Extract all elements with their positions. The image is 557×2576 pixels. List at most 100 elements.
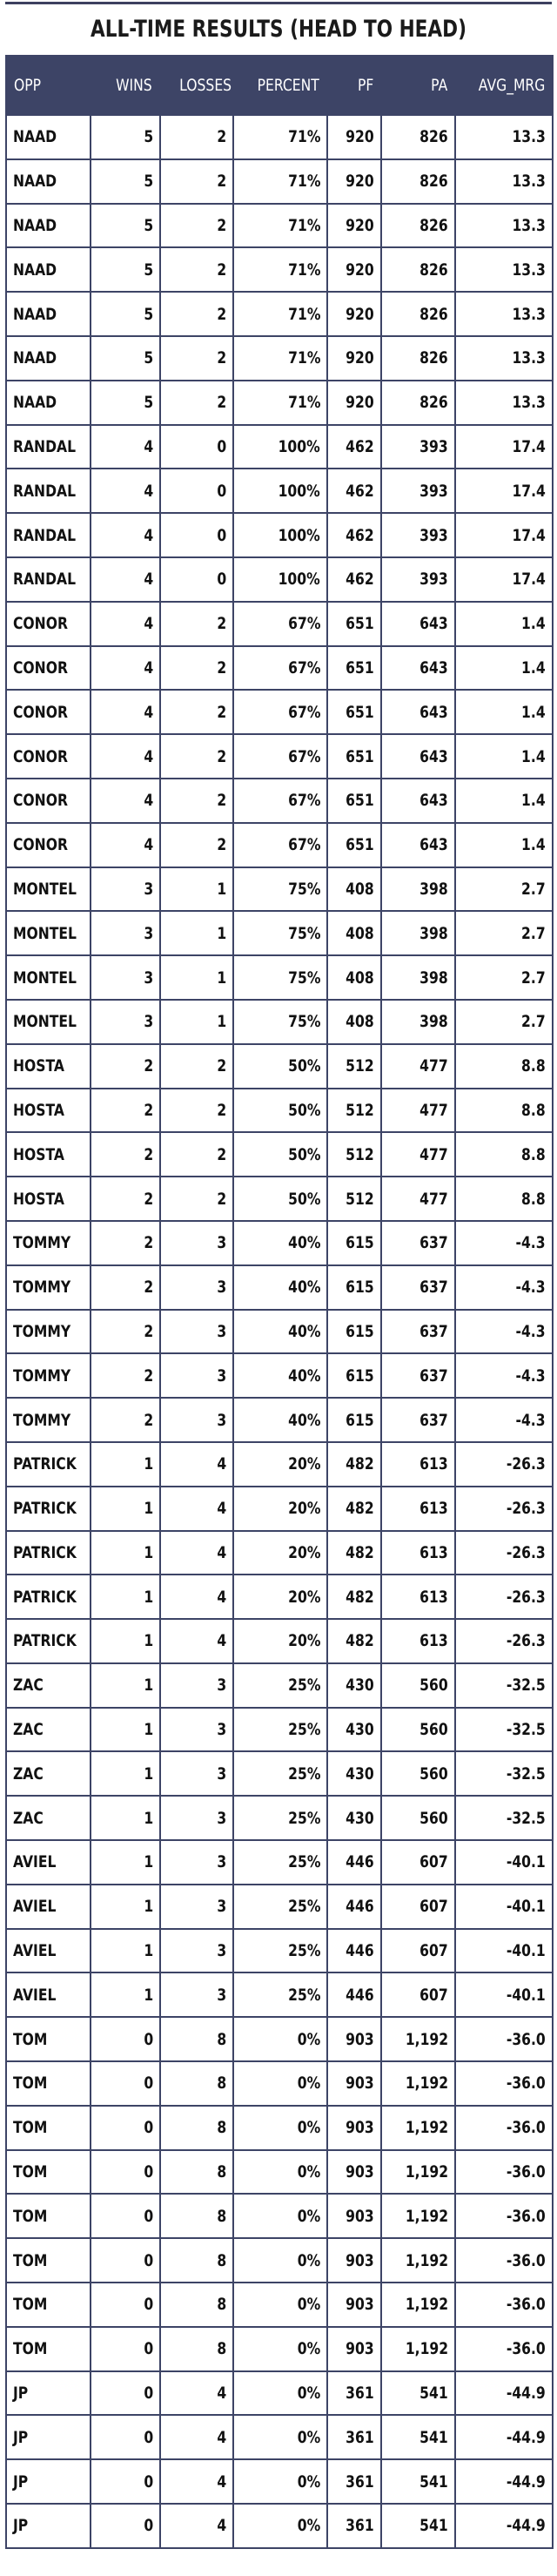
opp-cell: PATRICK [5,1618,91,1664]
table-row: AVIEL 1 3 25% 446 607 -40.1 [5,1839,554,1885]
pf-cell: 903 [326,2148,382,2195]
wins-cell: 2 [90,1352,161,1399]
losses-cell: 8 [159,2193,234,2240]
pf-cell: 903 [326,2016,382,2063]
avg-mrg-cell: 2.7 [454,954,554,1001]
pf-cell: 361 [326,2414,382,2461]
table-row: RANDAL 4 0 100% 462 393 17.4 [5,423,554,470]
pa-cell: 643 [380,777,456,824]
pa-cell: 613 [380,1574,456,1621]
pf-cell: 482 [326,1440,382,1487]
percent-cell: 20% [232,1574,328,1621]
wins-cell: 0 [90,2458,161,2505]
avg-mrg-cell: 13.3 [454,158,554,205]
pf-cell: 361 [326,2458,382,2505]
pa-cell: 477 [380,1042,456,1089]
percent-cell: 67% [232,821,328,868]
losses-cell: 2 [159,600,234,647]
avg-mrg-cell: -36.0 [454,2325,554,2372]
pf-cell: 512 [326,1087,382,1134]
pa-cell: 541 [380,2414,456,2461]
percent-cell: 100% [232,512,328,558]
avg-mrg-cell: 17.4 [454,423,554,470]
losses-cell: 3 [159,1264,234,1311]
losses-cell: 2 [159,1042,234,1089]
percent-cell: 0% [232,2060,328,2107]
opp-cell: CONOR [5,733,91,779]
opp-cell: NAAD [5,114,91,160]
losses-cell: 3 [159,1927,234,1974]
avg-mrg-cell: 2.7 [454,910,554,957]
wins-cell: 1 [90,1927,161,1974]
pf-cell: 446 [326,1839,382,1885]
losses-cell: 3 [159,1795,234,1842]
losses-cell: 0 [159,468,234,515]
pa-cell: 826 [380,291,456,337]
percent-cell: 40% [232,1352,328,1399]
avg-mrg-cell: -4.3 [454,1352,554,1399]
avg-mrg-cell: 13.3 [454,379,554,426]
opp-cell: TOM [5,2193,91,2240]
pa-cell: 826 [380,246,456,293]
avg-mrg-cell: -44.9 [454,2370,554,2417]
opp-cell: AVIEL [5,1927,91,1974]
avg-mrg-cell: -36.0 [454,2193,554,2240]
losses-cell: 3 [159,1972,234,2019]
losses-cell: 8 [159,2104,234,2151]
percent-cell: 25% [232,1750,328,1797]
pa-cell: 607 [380,1839,456,1885]
opp-cell: CONOR [5,777,91,824]
avg-mrg-cell: -36.0 [454,2237,554,2284]
losses-cell: 8 [159,2016,234,2063]
percent-cell: 100% [232,423,328,470]
pa-cell: 398 [380,954,456,1001]
wins-cell: 1 [90,1883,161,1930]
pf-cell: 408 [326,910,382,957]
avg-mrg-cell: -36.0 [454,2148,554,2195]
wins-cell: 0 [90,2414,161,2461]
losses-cell: 2 [159,246,234,293]
pf-cell: 512 [326,1131,382,1178]
losses-cell: 2 [159,644,234,691]
percent-cell: 67% [232,777,328,824]
losses-cell: 2 [159,114,234,160]
losses-cell: 4 [159,1618,234,1664]
opp-cell: NAAD [5,291,91,337]
opp-cell: ZAC [5,1750,91,1797]
pf-cell: 903 [326,2193,382,2240]
percent-cell: 71% [232,379,328,426]
pa-cell: 560 [380,1795,456,1842]
pa-cell: 560 [380,1706,456,1753]
losses-cell: 0 [159,423,234,470]
percent-cell: 0% [232,2282,328,2328]
pa-cell: 607 [380,1972,456,2019]
percent-cell: 25% [232,1972,328,2019]
pf-cell: 408 [326,866,382,913]
avg-mrg-cell: 8.8 [454,1131,554,1178]
table-row: TOMMY 2 3 40% 615 637 -4.3 [5,1308,554,1355]
wins-cell: 0 [90,2148,161,2195]
losses-cell: 1 [159,954,234,1001]
table-row: PATRICK 1 4 20% 482 613 -26.3 [5,1440,554,1487]
top-rule [5,2,552,4]
pa-cell: 1,192 [380,2060,456,2107]
pf-cell: 408 [326,954,382,1001]
table-row: NAAD 5 2 71% 920 826 13.3 [5,158,554,205]
percent-cell: 25% [232,1927,328,1974]
pf-cell: 446 [326,1972,382,2019]
percent-cell: 50% [232,1176,328,1222]
wins-cell: 1 [90,1662,161,1709]
table-row: TOM 0 8 0% 903 1,192 -36.0 [5,2325,554,2372]
wins-cell: 2 [90,1042,161,1089]
table-row: AVIEL 1 3 25% 446 607 -40.1 [5,1972,554,2019]
wins-cell: 4 [90,512,161,558]
pf-cell: 482 [326,1618,382,1664]
pf-cell: 615 [326,1352,382,1399]
table-row: ZAC 1 3 25% 430 560 -32.5 [5,1750,554,1797]
avg-mrg-cell: -36.0 [454,2282,554,2328]
pa-cell: 826 [380,158,456,205]
pa-cell: 1,192 [380,2325,456,2372]
opp-cell: ZAC [5,1795,91,1842]
wins-cell: 4 [90,556,161,603]
